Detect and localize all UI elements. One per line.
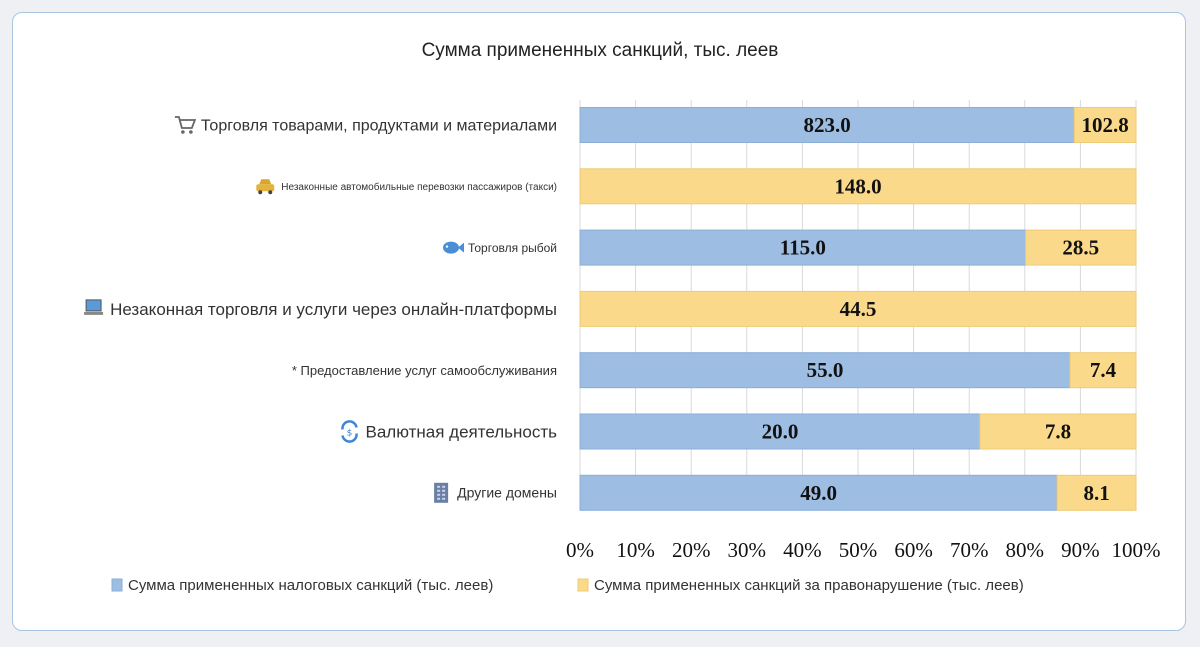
cart-icon-part (181, 130, 185, 134)
taxi-icon (256, 179, 275, 195)
exchange-icon: $ (341, 420, 358, 443)
legend: Сумма примененных налоговых санкций (тыс… (111, 577, 1024, 594)
x-tick-label: 90% (1061, 538, 1100, 562)
category-label: Валютная деятельность (366, 422, 558, 441)
taxi-icon-part (268, 190, 273, 195)
building-icon-part (442, 493, 446, 496)
bar-segment (579, 352, 1071, 389)
cart-icon-part (189, 130, 193, 134)
building-icon (434, 482, 449, 503)
x-tick-label: 0% (566, 538, 594, 562)
category-label: Незаконные автомобильные перевозки пасса… (281, 181, 557, 193)
x-tick-label: 70% (950, 538, 989, 562)
data-label: 7.8 (1045, 420, 1071, 444)
building-icon-part (437, 497, 441, 500)
category-label: Другие домены (457, 485, 557, 501)
bar-segment (1056, 474, 1137, 511)
x-tick-label: 80% (1006, 538, 1045, 562)
data-label: 44.5 (840, 297, 877, 321)
fish-icon-part (457, 242, 464, 253)
data-label: 102.8 (1082, 113, 1129, 137)
x-axis-ticks: 0% 10% 20% 30% 40% 50% 60% 70% 80% 90% 100% (566, 538, 1161, 562)
data-label: 28.5 (1062, 236, 1099, 260)
bar-segment (979, 413, 1137, 450)
category-label: * Предоставление услуг самообслуживания (292, 363, 557, 378)
taxi-icon-part (258, 190, 263, 195)
category-label: Торговля рыбой (468, 241, 557, 255)
laptop-icon-part (85, 299, 102, 312)
data-label: 823.0 (804, 113, 851, 137)
category-labels: Торговля товарами, продуктами и материал… (84, 116, 558, 503)
x-tick-label: 100% (1112, 538, 1161, 562)
exchange-icon-part (341, 433, 358, 443)
building-icon-part (442, 497, 446, 500)
building-icon-part (434, 482, 449, 503)
data-label: 148.0 (834, 174, 881, 198)
legend-swatch (577, 578, 589, 592)
bar-segment (579, 413, 981, 450)
data-label: 55.0 (807, 358, 844, 382)
legend-label: Сумма примененных санкций за правонаруше… (594, 577, 1024, 594)
x-tick-label: 50% (839, 538, 878, 562)
category-label: Торговля товарами, продуктами и материал… (201, 118, 557, 135)
building-icon-part (437, 489, 441, 492)
x-tick-label: 60% (894, 538, 933, 562)
bar-segment (579, 290, 1137, 327)
x-tick-label: 30% (728, 538, 767, 562)
data-label: 49.0 (800, 481, 837, 505)
bar-segment (579, 107, 1075, 143)
data-label: 7.4 (1090, 358, 1117, 382)
laptop-icon (84, 299, 104, 315)
bar-segment (579, 474, 1058, 511)
category-label: Незаконная торговля и услуги через онлай… (110, 300, 557, 319)
taxi-icon-part (256, 184, 275, 192)
bar-segment (1069, 352, 1137, 389)
cart-icon-part (174, 116, 197, 129)
x-tick-label: 10% (616, 538, 655, 562)
building-icon-part (442, 489, 446, 492)
bar-segment (1025, 229, 1137, 266)
fish-icon-part (445, 245, 449, 248)
data-label: 8.1 (1083, 481, 1109, 505)
chart-title: Сумма примененных санкций, тыс. леев (422, 40, 779, 61)
fish-icon (442, 241, 464, 254)
legend-label: Сумма примененных налоговых санкций (тыс… (128, 577, 493, 594)
exchange-icon-part: $ (347, 429, 353, 439)
building-icon-part (437, 485, 441, 488)
building-icon-part (437, 493, 441, 496)
x-tick-label: 40% (783, 538, 822, 562)
building-icon-part (442, 485, 446, 488)
cart-icon (174, 116, 197, 134)
fish-icon-part (442, 241, 459, 254)
data-label: 115.0 (780, 236, 826, 260)
data-label: 20.0 (762, 420, 799, 444)
x-tick-label: 20% (672, 538, 711, 562)
bar-segment (1073, 107, 1137, 143)
bar-segment (579, 168, 1137, 205)
laptop-icon-part (84, 311, 104, 315)
bars: 823.0 102.8 148.0 115.0 28.5 44.5 55.0 7.4 20.0 7… (579, 107, 1137, 511)
taxi-icon-part (259, 179, 272, 185)
legend-swatch (111, 578, 123, 592)
exchange-icon-part (341, 420, 358, 430)
